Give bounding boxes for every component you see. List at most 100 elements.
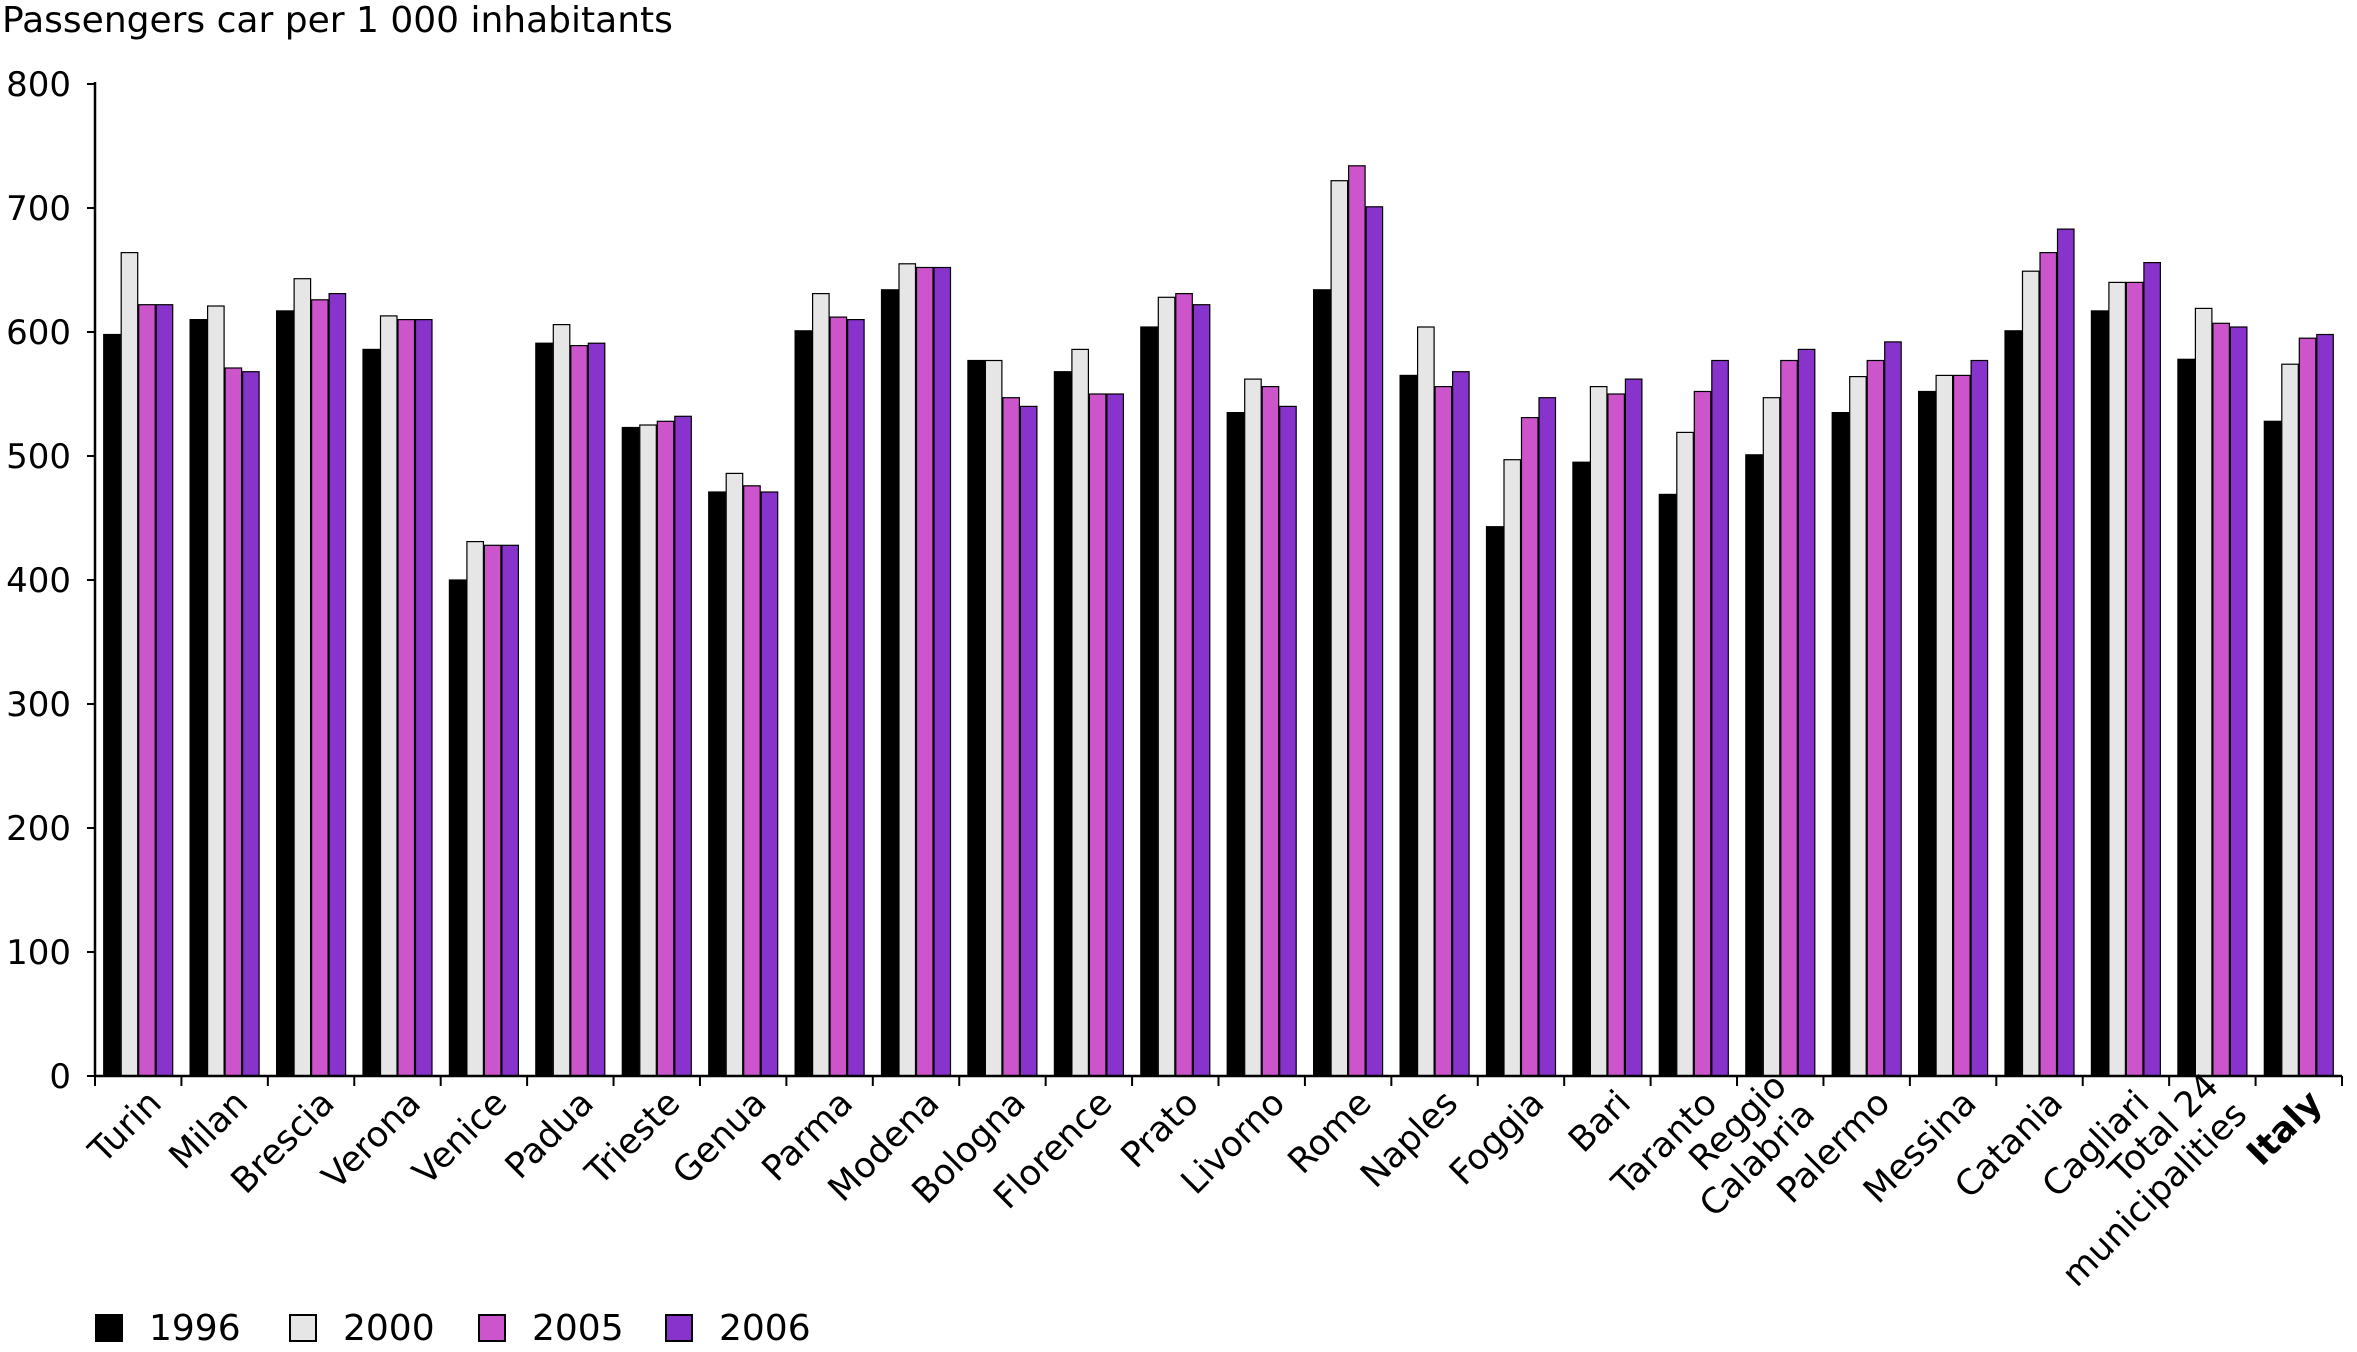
x-tick-label-naples: Naples — [1353, 1083, 1466, 1196]
bar-2000-brescia — [293, 278, 312, 1077]
bar-2006-turin — [155, 304, 174, 1077]
bar-1996-rome — [1312, 289, 1331, 1077]
y-tick-label-400: 400 — [6, 561, 71, 601]
bar-2005-trieste — [656, 420, 675, 1077]
y-tick-label-100: 100 — [6, 933, 71, 973]
bar-2005-rome — [1347, 165, 1366, 1077]
bar-2005-verona — [397, 319, 416, 1077]
bar-2006-padua — [587, 342, 606, 1077]
bar-1996-bologna — [967, 359, 986, 1077]
bar-2005-turin — [138, 304, 156, 1077]
bar-1996-florence — [1053, 371, 1072, 1077]
bar-2006-verona — [414, 319, 433, 1077]
bar-2006-genua — [760, 491, 779, 1077]
bar-2006-reggio-calabria — [1797, 348, 1816, 1077]
legend-item-2000: 2000 — [289, 1307, 435, 1349]
legend-label-1996: 1996 — [149, 1307, 241, 1349]
bar-2005-catania — [2039, 252, 2058, 1077]
bar-2005-cagliari — [2125, 281, 2144, 1077]
bar-2005-italy — [2298, 337, 2317, 1077]
bar-1996-taranto — [1658, 493, 1677, 1077]
bar-1996-bari — [1572, 461, 1591, 1077]
legend-swatch-2006 — [665, 1314, 693, 1342]
bar-2000-genua — [725, 472, 744, 1077]
bar-2000-padua — [552, 324, 571, 1077]
bar-1996-total-24-municipalities — [2177, 358, 2195, 1077]
bar-1996-milan — [189, 319, 208, 1077]
legend-swatch-2005 — [478, 1314, 506, 1342]
bar-2000-reggio-calabria — [1762, 397, 1781, 1077]
bar-2000-modena — [898, 263, 917, 1077]
bar-2000-italy — [2281, 363, 2299, 1077]
legend-label-2005: 2005 — [532, 1307, 624, 1349]
bar-2000-rome — [1330, 180, 1349, 1077]
bar-1996-genua — [708, 491, 726, 1077]
legend-item-1996: 1996 — [95, 1307, 241, 1349]
bar-2000-bologna — [984, 359, 1003, 1077]
bar-2006-taranto — [1711, 359, 1729, 1077]
legend-item-2006: 2006 — [665, 1307, 811, 1349]
bar-2006-italy — [2316, 333, 2334, 1077]
bar-2005-bari — [1607, 393, 1626, 1077]
bar-2006-bari — [1624, 378, 1643, 1077]
legend-label-2006: 2006 — [719, 1307, 811, 1349]
bar-1996-livorno — [1226, 412, 1245, 1077]
bar-2005-total-24-municipalities — [2212, 322, 2230, 1077]
bar-2000-turin — [120, 252, 139, 1077]
bar-2006-florence — [1106, 393, 1125, 1077]
x-tick-label-venice: Venice — [405, 1083, 515, 1193]
y-tick-label-700: 700 — [6, 189, 71, 229]
bar-2005-bologna — [1002, 397, 1021, 1077]
bar-1996-naples — [1399, 374, 1418, 1077]
bar-2005-venice — [483, 544, 502, 1077]
y-tick-label-200: 200 — [6, 809, 71, 849]
bar-2000-livorno — [1244, 378, 1262, 1077]
bar-2005-prato — [1175, 293, 1193, 1077]
bar-2006-milan — [242, 371, 260, 1077]
x-tick-label-italy: Italy — [2240, 1083, 2331, 1174]
bar-1996-turin — [103, 333, 121, 1077]
bar-2000-total-24-municipalities — [2194, 307, 2213, 1077]
bar-2000-prato — [1157, 296, 1176, 1077]
bar-2006-livorno — [1279, 405, 1297, 1077]
bar-2005-florence — [1088, 393, 1107, 1077]
bar-2005-genua — [743, 485, 761, 1077]
bar-1996-prato — [1140, 326, 1158, 1077]
bar-2006-trieste — [674, 415, 692, 1077]
bar-1996-padua — [535, 342, 553, 1077]
bar-2005-palermo — [1866, 359, 1885, 1077]
bar-2000-naples — [1416, 326, 1435, 1077]
bar-2006-total-24-municipalities — [2229, 326, 2248, 1077]
bar-2006-bologna — [1019, 405, 1038, 1077]
bar-2006-catania — [2056, 228, 2075, 1077]
bar-1996-italy — [2263, 420, 2282, 1077]
bar-2000-florence — [1071, 348, 1090, 1077]
y-axis-title: Passengers car per 1 000 inhabitants — [2, 0, 673, 41]
legend-swatch-1996 — [95, 1314, 123, 1342]
bar-1996-modena — [880, 289, 899, 1077]
bar-2005-foggia — [1520, 417, 1539, 1077]
bar-2000-milan — [207, 305, 225, 1077]
legend: 1996 2000 2005 2006 — [95, 1307, 1195, 1349]
x-tick-label-trieste: Trieste — [578, 1083, 689, 1194]
bar-2000-foggia — [1503, 459, 1522, 1077]
bar-2000-bari — [1589, 386, 1608, 1077]
bar-1996-palermo — [1831, 412, 1850, 1077]
x-tick-label-foggia: Foggia — [1442, 1083, 1552, 1193]
x-tick-label-turin: Turin — [81, 1083, 170, 1172]
y-tick-label-300: 300 — [6, 685, 71, 725]
bar-2005-reggio-calabria — [1780, 359, 1798, 1077]
bar-1996-venice — [448, 579, 467, 1077]
bar-2006-venice — [501, 544, 519, 1077]
bar-2005-naples — [1434, 386, 1453, 1077]
bar-2006-prato — [1192, 304, 1211, 1077]
bar-2005-taranto — [1693, 390, 1712, 1077]
x-tick-label-genua: Genua — [665, 1083, 774, 1192]
bar-1996-foggia — [1485, 526, 1504, 1077]
legend-swatch-2000 — [289, 1314, 317, 1342]
y-tick-label-800: 800 — [6, 65, 71, 105]
bar-2000-taranto — [1676, 431, 1694, 1077]
y-tick-label-600: 600 — [6, 313, 71, 353]
bar-2000-messina — [1935, 374, 1954, 1077]
